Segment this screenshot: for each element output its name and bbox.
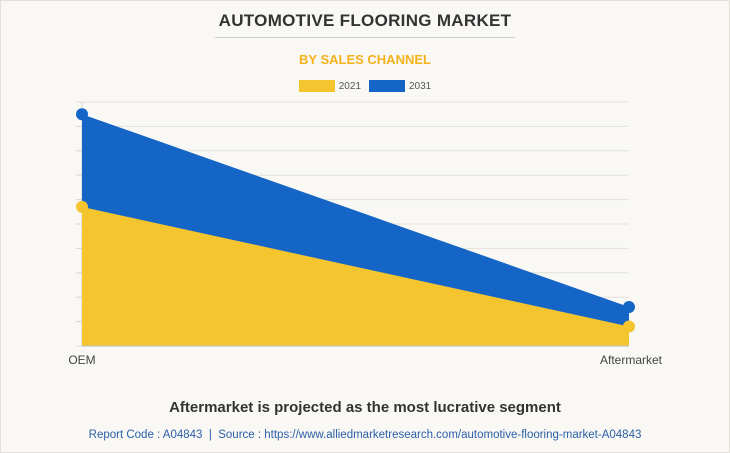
x-tick-label-aftermarket: Aftermarket [600,353,663,367]
data-point-2031-aftermarket [623,300,635,313]
footer-source: Report Code : A04843 | Source : https://… [0,429,730,441]
legend-label-2021: 2021 [338,80,361,92]
chart-caption: Aftermarket is projected as the most luc… [169,399,561,416]
legend-item-2021: 2021 [298,80,361,92]
legend: 2021 2031 [0,80,730,92]
title-divider [215,37,515,38]
legend-swatch-2021 [298,80,335,92]
data-point-2031-oem [76,108,88,121]
area-series-2021 [82,206,629,346]
data-point-2021-oem [76,200,88,213]
report-code: Report Code : A04843 [88,429,203,441]
footer-separator: | [208,429,212,441]
x-tick-label-oem: OEM [68,353,95,367]
legend-item-2031: 2031 [369,80,431,92]
data-point-2021-aftermarket [623,320,635,333]
source-link[interactable]: Source : https://www.alliedmarketresearc… [218,429,642,441]
chart-subtitle: BY SALES CHANNEL [299,52,431,67]
chart-title: AUTOMOTIVE FLOORING MARKET [218,11,512,30]
legend-label-2031: 2031 [409,80,432,92]
legend-swatch-2031 [369,80,405,92]
